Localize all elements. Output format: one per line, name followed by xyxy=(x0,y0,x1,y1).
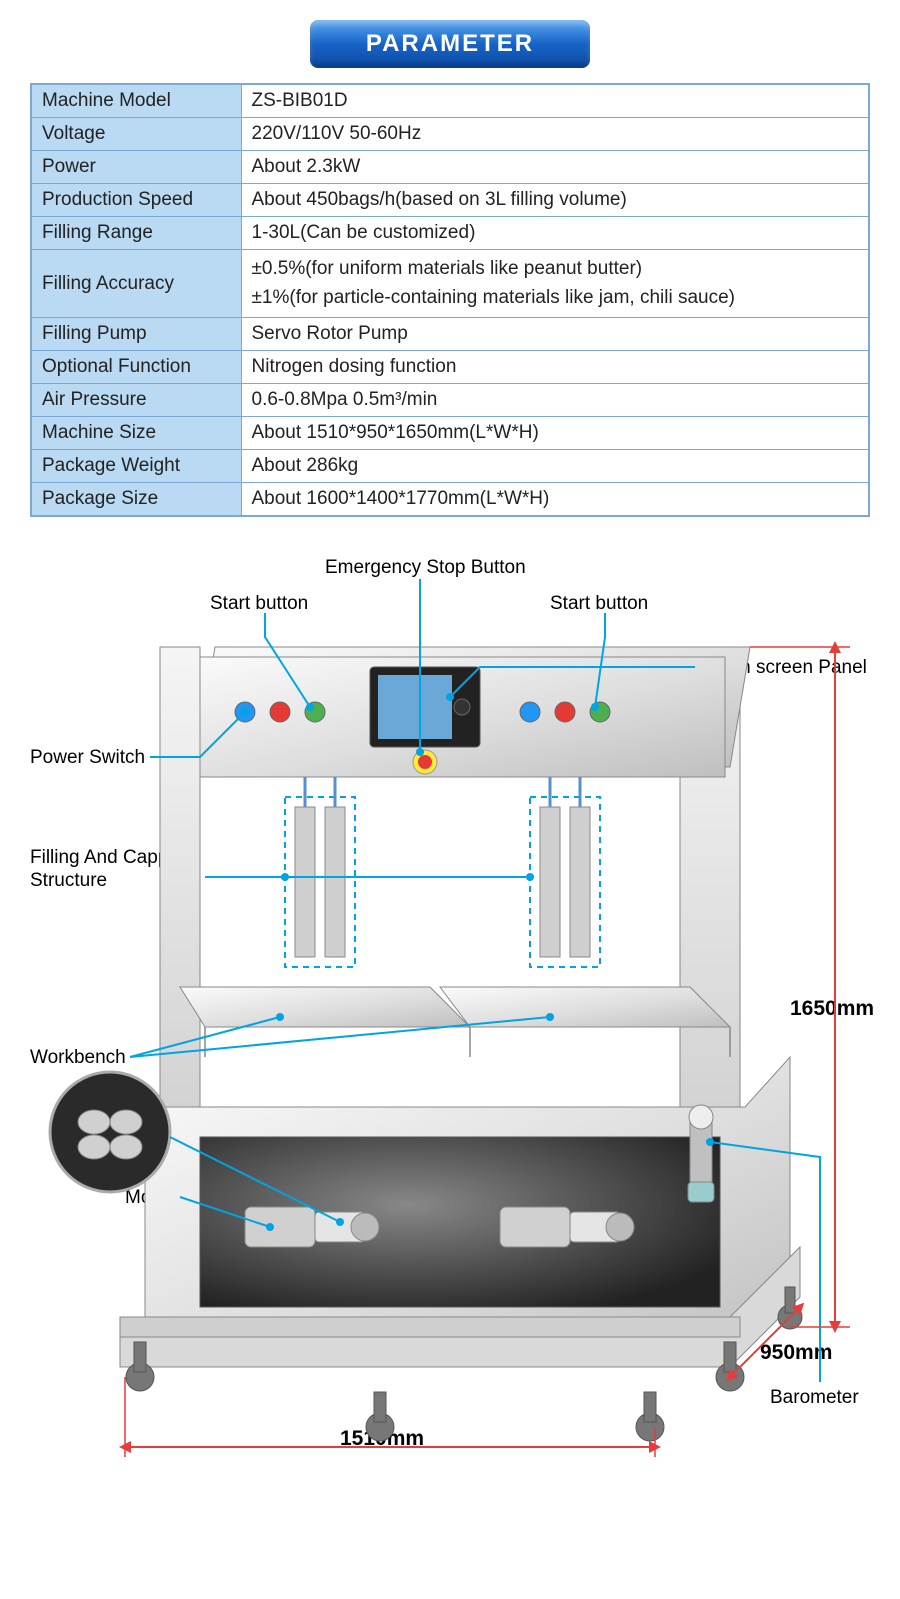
param-value: About 286kg xyxy=(241,450,869,483)
table-row: Machine ModelZS-BIB01D xyxy=(31,84,869,118)
callout-barometer: Barometer xyxy=(770,1387,859,1409)
table-row: Package SizeAbout 1600*1400*1770mm(L*W*H… xyxy=(31,483,869,517)
param-value: 1-30L(Can be customized) xyxy=(241,217,869,250)
param-value: About 1510*950*1650mm(L*W*H) xyxy=(241,417,869,450)
param-value: Servo Rotor Pump xyxy=(241,318,869,351)
callout-start-button-left: Start button xyxy=(210,593,308,615)
parameter-header: PARAMETER xyxy=(310,20,590,68)
table-row: Optional FunctionNitrogen dosing functio… xyxy=(31,351,869,384)
param-label: Optional Function xyxy=(31,351,241,384)
param-label: Filling Pump xyxy=(31,318,241,351)
param-value: Nitrogen dosing function xyxy=(241,351,869,384)
param-label: Voltage xyxy=(31,118,241,151)
callout-emergency-stop: Emergency Stop Button xyxy=(325,557,526,579)
param-value: 220V/110V 50-60Hz xyxy=(241,118,869,151)
parameter-table-body: Machine ModelZS-BIB01DVoltage220V/110V 5… xyxy=(31,84,869,516)
param-label: Filling Accuracy xyxy=(31,250,241,318)
callout-workbench: Workbench xyxy=(30,1047,126,1069)
param-label: Package Size xyxy=(31,483,241,517)
param-label: Production Speed xyxy=(31,184,241,217)
callout-touch-screen: Touch screen Panel xyxy=(700,657,867,679)
param-value: 0.6-0.8Mpa 0.5m³/min xyxy=(241,384,869,417)
callout-filling-capping: Filling And Capping Structure xyxy=(30,847,194,893)
param-value: ZS-BIB01D xyxy=(241,84,869,118)
param-value: About 450bags/h(based on 3L filling volu… xyxy=(241,184,869,217)
table-row: Filling PumpServo Rotor Pump xyxy=(31,318,869,351)
machine-diagram: Emergency Stop Button Start button Start… xyxy=(30,557,870,1497)
table-row: Filling Accuracy±0.5%(for uniform materi… xyxy=(31,250,869,318)
table-row: Production SpeedAbout 450bags/h(based on… xyxy=(31,184,869,217)
callout-motor: Motor xyxy=(125,1187,174,1209)
table-row: Machine SizeAbout 1510*950*1650mm(L*W*H) xyxy=(31,417,869,450)
table-row: PowerAbout 2.3kW xyxy=(31,151,869,184)
parameter-table: Machine ModelZS-BIB01DVoltage220V/110V 5… xyxy=(30,83,870,517)
param-label: Filling Range xyxy=(31,217,241,250)
param-value: About 2.3kW xyxy=(241,151,869,184)
param-label: Air Pressure xyxy=(31,384,241,417)
table-row: Voltage220V/110V 50-60Hz xyxy=(31,118,869,151)
callout-start-button-right: Start button xyxy=(550,593,648,615)
dimension-depth: 950mm xyxy=(760,1341,832,1365)
dimension-height: 1650mm xyxy=(790,997,874,1021)
param-label: Machine Size xyxy=(31,417,241,450)
table-row: Filling Range1-30L(Can be customized) xyxy=(31,217,869,250)
diagram-svg xyxy=(30,557,870,1497)
param-label: Power xyxy=(31,151,241,184)
param-label: Package Weight xyxy=(31,450,241,483)
param-label: Machine Model xyxy=(31,84,241,118)
param-value: ±0.5%(for uniform materials like peanut … xyxy=(241,250,869,318)
table-row: Package WeightAbout 286kg xyxy=(31,450,869,483)
param-value: About 1600*1400*1770mm(L*W*H) xyxy=(241,483,869,517)
dimension-width: 1510mm xyxy=(340,1427,424,1451)
callout-rotor-pump: Rotor Lobe Pump xyxy=(135,1117,284,1139)
callout-power-switch: Power Switch xyxy=(30,747,145,769)
table-row: Air Pressure0.6-0.8Mpa 0.5m³/min xyxy=(31,384,869,417)
